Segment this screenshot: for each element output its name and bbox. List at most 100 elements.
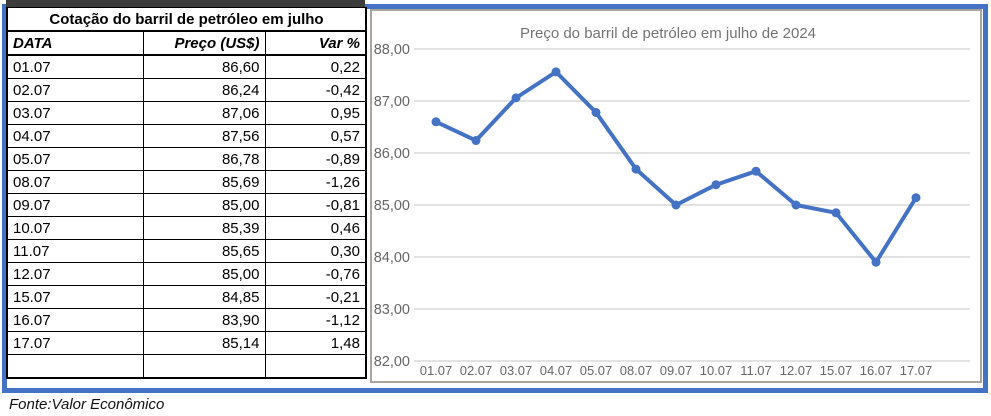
cell-var: -0,21 (264, 285, 367, 309)
data-point-marker (711, 180, 721, 190)
cell-var: -0,81 (264, 193, 367, 217)
table-row: 10.07 85,39 0,46 (6, 216, 367, 240)
table-header-row: DATA Preço (US$) Var % (6, 30, 367, 56)
cell-price: 85,65 (142, 239, 266, 263)
table-row: 08.07 85,69 -1,26 (6, 170, 367, 194)
cell-price: 84,85 (142, 285, 266, 309)
table-row: 01.07 86,60 0,22 (6, 54, 367, 79)
x-tick-label: 11.07 (740, 363, 772, 378)
cell-var: -0,76 (264, 262, 367, 286)
quote-table-container: Cotação do barril de petróleo em julho D… (6, 0, 367, 379)
data-point-marker (431, 117, 441, 127)
x-tick-label: 01.07 (420, 363, 453, 378)
x-tick-label: 03.07 (500, 363, 533, 378)
cell-date: 03.07 (6, 101, 144, 125)
data-point-marker (471, 136, 481, 146)
cell-price: 86,24 (142, 78, 266, 102)
cell-var: 0,57 (264, 124, 367, 148)
y-tick-label: 83,00 (374, 302, 410, 318)
column-header-data: DATA (6, 30, 144, 56)
table-row: 03.07 87,06 0,95 (6, 101, 367, 125)
table-empty-row (6, 354, 367, 379)
cell-var: 1,48 (264, 331, 367, 355)
table-body: 01.07 86,60 0,22 02.07 86,24 -0,42 03.07 87,06 0… (6, 54, 367, 379)
data-point-marker (751, 166, 761, 176)
cell-date: 05.07 (6, 147, 144, 171)
cell-date: 16.07 (6, 308, 144, 332)
data-point-marker (871, 257, 881, 267)
data-point-marker (631, 164, 641, 174)
chart-svg: Preço do barril de petróleo em julho de … (374, 25, 970, 378)
cell-price: 85,00 (142, 262, 266, 286)
table-row: 04.07 87,56 0,57 (6, 124, 367, 148)
y-tick-label: 85,00 (374, 198, 410, 214)
table-title: Cotação do barril de petróleo em julho (6, 7, 367, 32)
table-row: 02.07 86,24 -0,42 (6, 78, 367, 102)
cell-date: 02.07 (6, 78, 144, 102)
line-chart-container: Preço do barril de petróleo em julho de … (370, 9, 982, 383)
table-row: 05.07 86,78 -0,89 (6, 147, 367, 171)
cell-price: 86,78 (142, 147, 266, 171)
data-point-marker (511, 93, 521, 103)
cell-var: -1,26 (264, 170, 367, 194)
cell-var: 0,30 (264, 239, 367, 263)
table-row: 12.07 85,00 -0,76 (6, 262, 367, 286)
data-point-marker (791, 200, 801, 210)
cell-date: 17.07 (6, 331, 144, 355)
cell-date: 15.07 (6, 285, 144, 309)
y-tick-label: 87,00 (374, 94, 410, 110)
x-tick-label: 08.07 (620, 363, 653, 378)
x-tick-label: 09.07 (660, 363, 693, 378)
cell-price: 85,14 (142, 331, 266, 355)
cell-price: 86,60 (142, 54, 266, 79)
table-row: 11.07 85,65 0,30 (6, 239, 367, 263)
y-tick-label: 86,00 (374, 146, 410, 162)
y-tick-label: 82,00 (374, 354, 410, 370)
source-caption: Fonte:Valor Econômico (9, 396, 165, 413)
cell-empty (6, 354, 144, 379)
data-point-marker (671, 200, 681, 210)
x-tick-label: 15.07 (820, 363, 853, 378)
cell-price: 85,69 (142, 170, 266, 194)
x-tick-label: 10.07 (700, 363, 733, 378)
data-point-marker (591, 107, 601, 117)
cell-date: 11.07 (6, 239, 144, 263)
cell-date: 08.07 (6, 170, 144, 194)
cell-price: 83,90 (142, 308, 266, 332)
cell-date: 12.07 (6, 262, 144, 286)
cell-date: 09.07 (6, 193, 144, 217)
x-tick-label: 04.07 (540, 363, 573, 378)
quote-table: Cotação do barril de petróleo em julho D… (6, 7, 367, 379)
cell-date: 04.07 (6, 124, 144, 148)
x-tick-label: 12.07 (780, 363, 813, 378)
table-title-row: Cotação do barril de petróleo em julho (6, 7, 367, 32)
cell-var: 0,22 (264, 54, 367, 79)
table-row: 09.07 85,00 -0,81 (6, 193, 367, 217)
cell-var: 0,46 (264, 216, 367, 240)
cell-var: -1,12 (264, 308, 367, 332)
cell-date: 10.07 (6, 216, 144, 240)
data-point-marker (831, 208, 841, 218)
cell-var: -0,42 (264, 78, 367, 102)
table-row: 17.07 85,14 1,48 (6, 331, 367, 355)
chart-title: Preço do barril de petróleo em julho de … (520, 25, 816, 42)
y-tick-label: 84,00 (374, 250, 410, 266)
x-tick-label: 05.07 (580, 363, 613, 378)
y-tick-label: 88,00 (374, 42, 410, 58)
data-point-marker (911, 193, 921, 203)
column-header-price: Preço (US$) (142, 30, 266, 56)
cell-var: 0,95 (264, 101, 367, 125)
cell-empty (142, 354, 266, 379)
table-row: 15.07 84,85 -0,21 (6, 285, 367, 309)
column-header-var: Var % (264, 30, 367, 56)
cell-price: 87,06 (142, 101, 266, 125)
cell-var: -0,89 (264, 147, 367, 171)
table-row: 16.07 83,90 -1,12 (6, 308, 367, 332)
cell-price: 85,00 (142, 193, 266, 217)
x-tick-label: 17.07 (900, 363, 933, 378)
cell-date: 01.07 (6, 54, 144, 79)
x-tick-label: 16.07 (860, 363, 893, 378)
data-point-marker (551, 67, 561, 77)
x-tick-label: 02.07 (460, 363, 493, 378)
